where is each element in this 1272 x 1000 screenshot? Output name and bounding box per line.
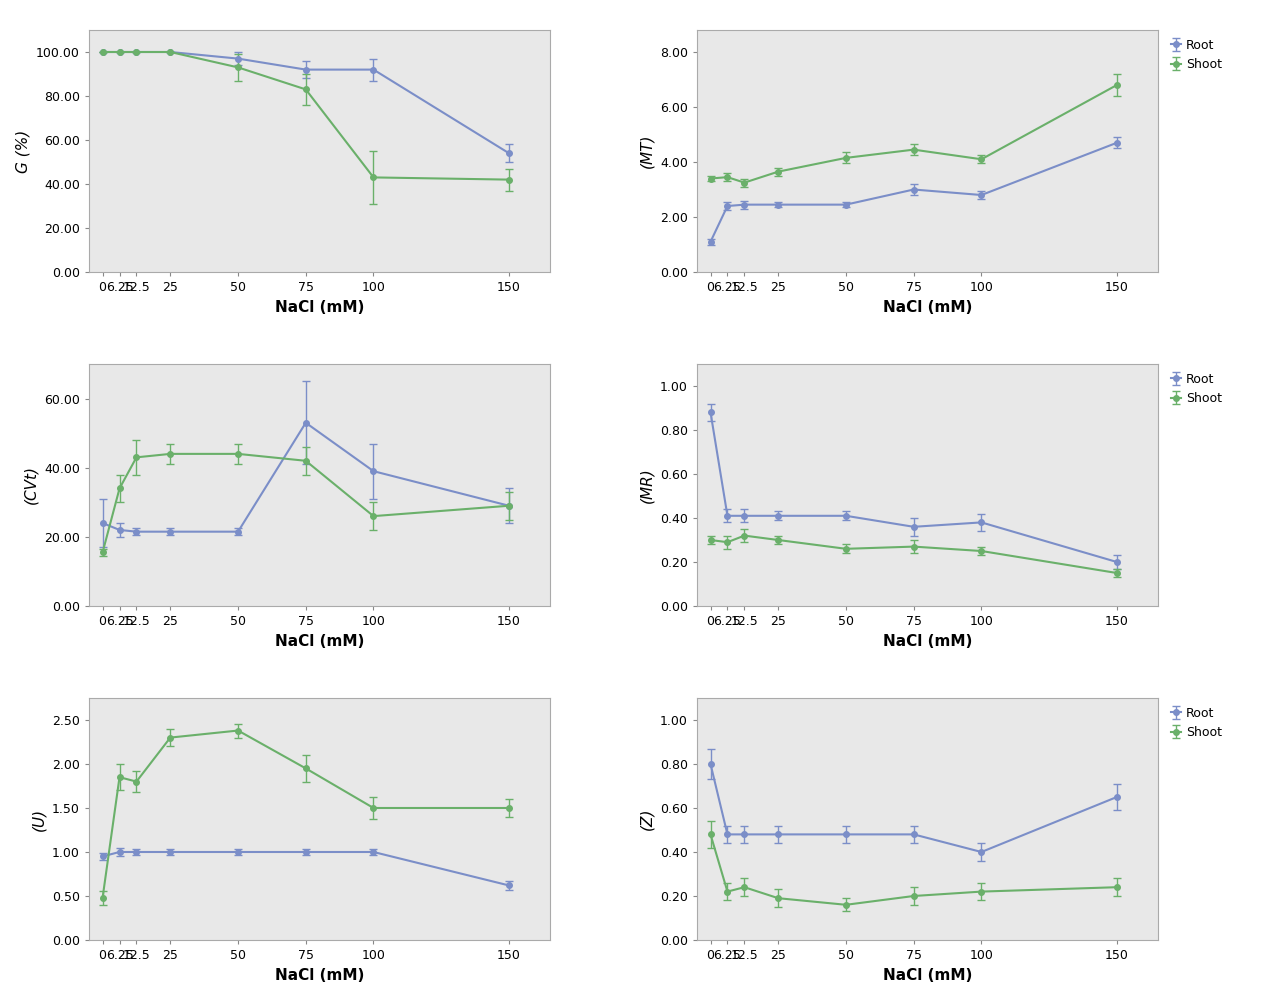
Y-axis label: (Z): (Z) xyxy=(640,808,654,830)
X-axis label: NaCl (mM): NaCl (mM) xyxy=(275,634,364,649)
X-axis label: NaCl (mM): NaCl (mM) xyxy=(275,968,364,983)
X-axis label: NaCl (mM): NaCl (mM) xyxy=(883,300,972,315)
Legend: Root, Shoot: Root, Shoot xyxy=(1169,704,1225,741)
X-axis label: NaCl (mM): NaCl (mM) xyxy=(883,968,972,983)
Y-axis label: (U): (U) xyxy=(32,807,47,831)
X-axis label: NaCl (mM): NaCl (mM) xyxy=(883,634,972,649)
Y-axis label: (MT): (MT) xyxy=(640,134,654,168)
Y-axis label: (CVt): (CVt) xyxy=(24,466,38,504)
Legend: Root, Shoot: Root, Shoot xyxy=(1169,36,1225,74)
Y-axis label: G (%): G (%) xyxy=(15,129,31,173)
X-axis label: NaCl (mM): NaCl (mM) xyxy=(275,300,364,315)
Y-axis label: (MR): (MR) xyxy=(640,467,654,503)
Legend: Root, Shoot: Root, Shoot xyxy=(1169,370,1225,407)
